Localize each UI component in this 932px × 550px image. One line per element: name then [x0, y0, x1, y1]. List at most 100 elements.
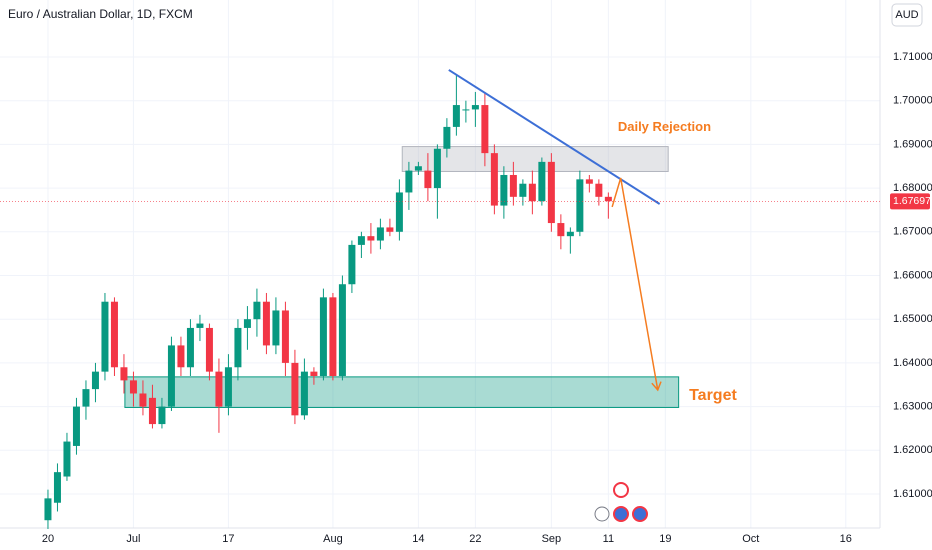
- annotation: Daily Rejection: [618, 119, 711, 134]
- candle-body: [528, 183, 536, 202]
- trend-line: [448, 69, 661, 205]
- y-tick-label: 1.64000: [893, 357, 932, 369]
- event-icon[interactable]: [632, 506, 648, 522]
- candle-body: [424, 170, 432, 189]
- candle-body: [376, 227, 384, 241]
- candle-body: [566, 231, 574, 237]
- candle-body: [395, 192, 403, 232]
- candle-body: [481, 105, 489, 154]
- candle-body: [310, 371, 318, 377]
- x-tick-label: 20: [42, 533, 54, 545]
- candle-body: [158, 406, 166, 425]
- x-tick-label: Sep: [542, 533, 562, 545]
- candle-body: [576, 179, 584, 232]
- candle-body: [167, 345, 175, 407]
- x-tick-label: 14: [412, 533, 424, 545]
- x-tick-label: 19: [659, 533, 671, 545]
- y-tick-label: 1.69000: [893, 138, 932, 150]
- candle-body: [129, 380, 137, 394]
- candle-body: [215, 371, 223, 407]
- candle-body: [357, 236, 365, 245]
- x-tick-label: Oct: [742, 533, 759, 545]
- currency[interactable]: AUD: [895, 9, 918, 21]
- x-tick-label: 11: [603, 533, 614, 545]
- y-tick-label: 1.63000: [893, 401, 932, 413]
- zone: [124, 376, 680, 408]
- arrow: [611, 177, 659, 391]
- candle-body: [281, 310, 289, 363]
- candle-body: [82, 389, 90, 407]
- y-tick-label: 1.71000: [893, 51, 932, 63]
- candle-body: [462, 109, 470, 111]
- candle-body: [205, 327, 213, 372]
- x-tick-label: Jul: [126, 533, 140, 545]
- candle-body: [110, 301, 118, 368]
- candle-body: [53, 472, 61, 503]
- candle-body: [519, 183, 527, 197]
- candle-body: [509, 174, 517, 197]
- candle-body: [500, 174, 508, 206]
- candle-body: [196, 323, 204, 328]
- currency-button[interactable]: [891, 3, 923, 27]
- candle-body: [300, 371, 308, 416]
- candle-body: [386, 227, 394, 232]
- candle-body: [452, 105, 460, 127]
- zone: [401, 146, 669, 172]
- y-tick-label: 1.66000: [893, 269, 932, 281]
- last-price-label: 1.67697: [893, 195, 931, 207]
- candle-body: [585, 179, 593, 184]
- candle-body: [414, 166, 422, 171]
- candle-body: [405, 170, 413, 193]
- candle-body: [177, 345, 185, 368]
- y-tick-label: 1.65000: [893, 313, 932, 325]
- candle-body: [72, 406, 80, 446]
- candle-body: [538, 161, 546, 202]
- grid: [0, 0, 880, 528]
- candle-body: [291, 362, 299, 416]
- candle-body: [547, 161, 555, 224]
- candle-body: [186, 327, 194, 368]
- candle-body: [44, 498, 52, 521]
- event-icon[interactable]: [613, 482, 629, 498]
- candle-body: [224, 367, 232, 407]
- candle-body: [604, 196, 612, 202]
- candle-body: [490, 153, 498, 206]
- event-icon[interactable]: [613, 506, 629, 522]
- candle-body: [243, 319, 251, 328]
- candle-body: [348, 244, 356, 285]
- x-tick-label: Aug: [323, 533, 343, 545]
- chart-title: Euro / Australian Dollar, 1D, FXCM: [8, 7, 193, 21]
- candle-body: [272, 310, 280, 346]
- candle-body: [557, 223, 565, 237]
- event-icons: [594, 482, 648, 522]
- y-tick-label: 1.70000: [893, 95, 932, 107]
- candle-body: [234, 327, 242, 368]
- last-price-box: [890, 193, 930, 210]
- y-tick-label: 1.61000: [893, 488, 932, 500]
- candle-body: [91, 371, 99, 390]
- candle-body: [433, 148, 441, 189]
- y-tick-label: 1.67000: [893, 226, 932, 238]
- candle-body: [120, 367, 128, 381]
- y-tick-label: 1.68000: [893, 182, 932, 194]
- candle-body: [443, 126, 451, 149]
- annotation: Target: [689, 387, 737, 404]
- candle-body: [101, 301, 109, 372]
- candle-body: [319, 297, 327, 377]
- y-tick-label: 1.62000: [893, 444, 932, 456]
- arrow-head: [651, 381, 662, 392]
- candle-body: [338, 284, 346, 377]
- candle-body: [148, 397, 156, 425]
- candle-body: [63, 441, 71, 477]
- candle-body: [471, 105, 479, 110]
- x-tick-label: 17: [222, 533, 234, 545]
- candle-body: [329, 297, 337, 377]
- candle-body: [262, 301, 270, 346]
- x-tick-label: 22: [469, 533, 481, 545]
- event-icon[interactable]: [594, 506, 610, 522]
- candle-body: [367, 236, 375, 241]
- candle-body: [139, 393, 147, 407]
- candle-body: [253, 301, 261, 320]
- candle-body: [595, 183, 603, 197]
